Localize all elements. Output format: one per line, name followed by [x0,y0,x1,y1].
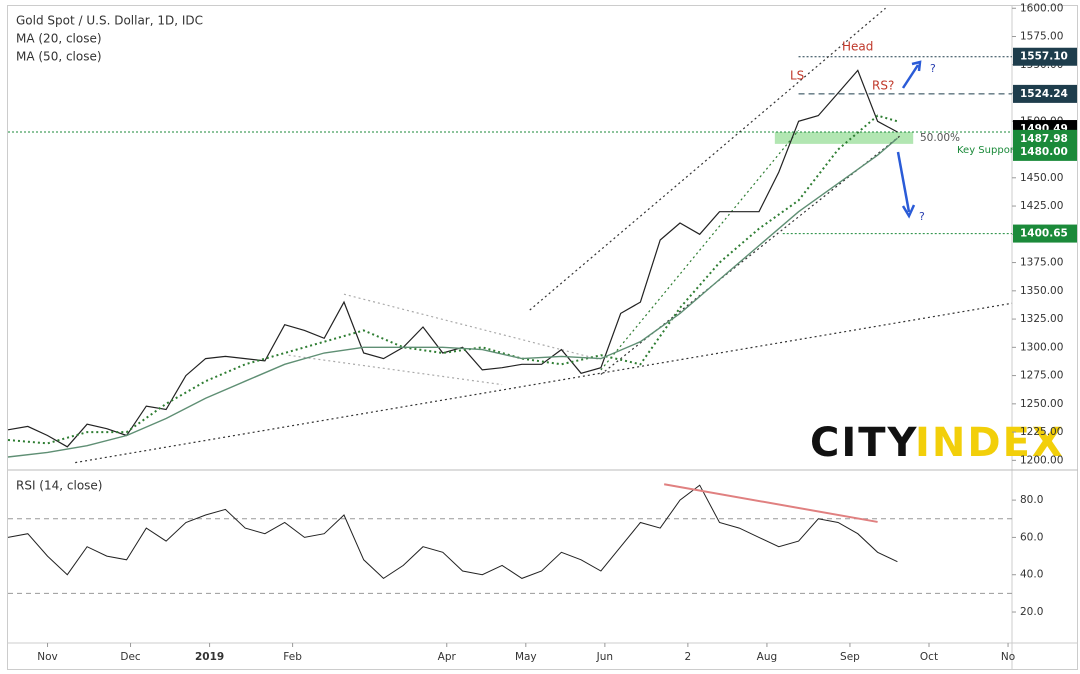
x-tick-label: Apr [438,651,457,663]
rsi-tick-label: 20.0 [1020,606,1043,618]
y-tick-label: 1200.00 [1020,454,1063,466]
price-line [7,69,898,448]
y-tick-label: 1225.00 [1020,426,1063,438]
watermark: CITY [810,420,919,466]
trendline [600,129,800,371]
price-line [7,114,898,445]
arrows [896,60,922,219]
y-tick-label: 1425.00 [1020,200,1063,212]
level-label: 1524.24 [1020,88,1068,100]
x-tick-label: Sep [840,651,860,663]
y-tick-label: 1250.00 [1020,398,1063,410]
x-tick-label: May [515,651,537,663]
annotation: RS? [872,79,894,93]
y-tick-label: 1275.00 [1020,370,1063,382]
annotation: Head [842,40,873,54]
frame [7,5,1078,670]
y-tick-label: 1600.00 [1020,2,1063,14]
level-label-box [1013,84,1077,103]
indicator-label: MA (20, close) [16,32,102,46]
y-tick-label: 1450.00 [1020,172,1063,184]
annotation: 50.00% [920,132,960,144]
level-label-box [1013,47,1077,66]
trendline [288,354,503,386]
annotation: ? [930,62,936,75]
y-tick-label: 1575.00 [1020,31,1063,43]
rsi-tick-label: 60.0 [1020,531,1043,543]
annotation: ? [919,210,925,223]
x-tick-label: Feb [283,651,302,663]
level-label: 1487.98 [1020,133,1068,145]
y-tick-label: 1350.00 [1020,285,1063,297]
support-zone [774,132,914,144]
trendline [343,293,602,361]
level-label: 1557.10 [1020,51,1068,63]
x-tick-label: Oct [920,651,938,663]
level-label: 1480.00 [1020,146,1068,158]
x-tick-label: No [1001,651,1015,663]
arrow-up [901,64,920,89]
level-label-box [1013,142,1077,161]
indicator-label: MA (50, close) [16,50,102,64]
arrow-down [896,151,911,213]
x-tick-label: Nov [37,651,58,663]
annotation: LS [790,69,804,83]
x-tick-label: Jun [596,651,613,663]
rsi-trendline [663,483,878,523]
x-tick-label: 2 [685,651,692,663]
trendline [75,302,1013,464]
rsi-line [7,484,898,580]
y-tick-label: 1375.00 [1020,257,1063,269]
price-line [7,137,898,458]
level-label: 1400.65 [1020,228,1068,240]
rsi-title: RSI (14, close) [16,479,102,493]
rsi-tick-label: 80.0 [1020,494,1043,506]
x-tick-label: 2019 [195,651,224,663]
y-tick-label: 1325.00 [1020,313,1063,325]
x-tick-label: Dec [120,651,141,663]
level-label-box [1013,224,1077,243]
annotation: Key Support [957,145,1018,156]
y-tick-label: 1300.00 [1020,341,1063,353]
watermark: INDEX [915,420,1065,466]
arrow-head [911,60,922,72]
rsi-tick-label: 40.0 [1020,569,1043,581]
x-tick-label: Aug [757,651,778,663]
chart-title: Gold Spot / U.S. Dollar, 1D, IDC [16,14,203,28]
arrow-head [901,204,916,219]
